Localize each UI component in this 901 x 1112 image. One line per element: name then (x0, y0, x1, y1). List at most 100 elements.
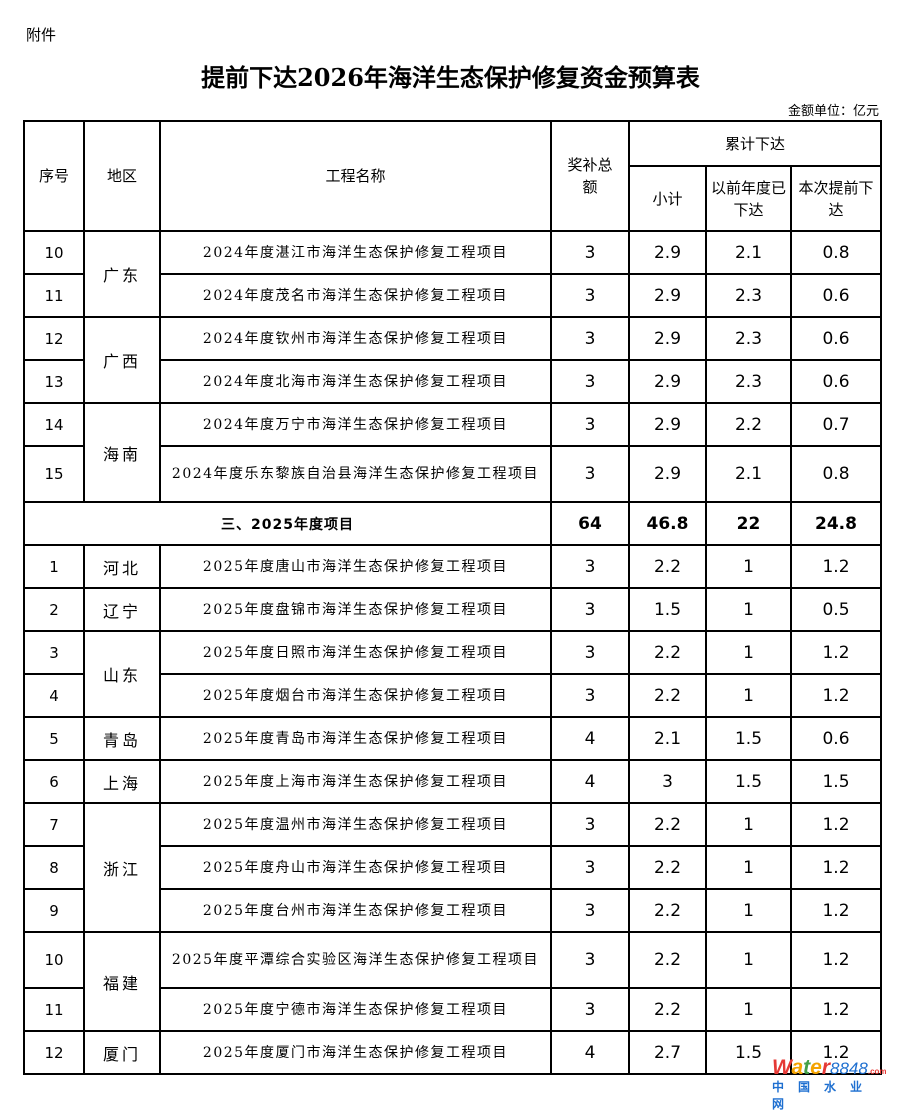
row-previous: 1 (705, 802, 792, 847)
row-current: 1.2 (790, 931, 882, 989)
row-subtotal: 2.2 (628, 888, 707, 933)
row-project-name: 2025年度厦门市海洋生态保护修复工程项目 (159, 1030, 552, 1075)
header-region: 地区 (83, 120, 161, 232)
table-row: 1 河北 2025年度唐山市海洋生态保护修复工程项目 3 2.2 1 1.2 (23, 544, 882, 589)
row-project-name: 2024年度北海市海洋生态保护修复工程项目 (159, 359, 552, 404)
row-total: 3 (550, 316, 630, 361)
row-subtotal: 2.2 (628, 845, 707, 890)
row-previous: 1.5 (705, 1030, 792, 1075)
table-row: 7 浙江 2025年度温州市海洋生态保护修复工程项目 3 2.2 1 1.2 (23, 802, 882, 933)
section-current: 24.8 (790, 501, 882, 546)
row-current: 1.2 (790, 888, 882, 933)
row-previous: 1.5 (705, 759, 792, 804)
row-seq: 8 (23, 845, 85, 890)
row-current: 1.2 (790, 1030, 882, 1075)
row-previous: 2.3 (705, 316, 792, 361)
section-previous: 22 (705, 501, 792, 546)
row-total: 3 (550, 987, 630, 1032)
row-total: 3 (550, 359, 630, 404)
row-project-name: 2025年度宁德市海洋生态保护修复工程项目 (159, 987, 552, 1032)
row-subtotal: 2.2 (628, 673, 707, 718)
table-row: 10 广东 2024年度湛江市海洋生态保护修复工程项目 3 2.9 2.1 0.8 (23, 230, 882, 318)
row-previous: 1 (705, 931, 792, 989)
row-current: 1.2 (790, 544, 882, 589)
row-subtotal: 2.2 (628, 931, 707, 989)
row-subtotal: 2.2 (628, 802, 707, 847)
budget-table: 序号 地区 工程名称 奖补总额 累计下达 小计 以前年度已下达 本次提前下达 1… (23, 120, 882, 1075)
section-total-row: 三、2025年度项目 64 46.8 22 24.8 (23, 501, 882, 546)
row-subtotal: 2.7 (628, 1030, 707, 1075)
unit-label: 金额单位：亿元 (787, 104, 879, 119)
row-total: 3 (550, 230, 630, 275)
section-total: 64 (550, 501, 630, 546)
row-previous: 2.1 (705, 230, 792, 275)
row-project-name: 2025年度平潭综合实验区海洋生态保护修复工程项目 (159, 931, 552, 989)
row-region: 辽宁 (83, 587, 161, 632)
row-seq: 15 (23, 445, 85, 503)
row-previous: 2.3 (705, 359, 792, 404)
row-previous: 1 (705, 673, 792, 718)
row-subtotal: 1.5 (628, 587, 707, 632)
table-row: 14 海南 2024年度万宁市海洋生态保护修复工程项目 3 2.9 2.2 0.7 (23, 402, 882, 503)
row-subtotal: 2.2 (628, 987, 707, 1032)
row-total: 3 (550, 445, 630, 503)
table-row: 6 上海 2025年度上海市海洋生态保护修复工程项目 4 3 1.5 1.5 (23, 759, 882, 804)
row-subtotal: 2.2 (628, 630, 707, 675)
row-current: 1.2 (790, 630, 882, 675)
row-total: 4 (550, 759, 630, 804)
row-seq: 2 (23, 587, 85, 632)
row-previous: 2.3 (705, 273, 792, 318)
row-current: 0.6 (790, 359, 882, 404)
row-subtotal: 2.9 (628, 445, 707, 503)
row-seq: 12 (23, 316, 85, 361)
row-project-name: 2025年度舟山市海洋生态保护修复工程项目 (159, 845, 552, 890)
row-total: 3 (550, 273, 630, 318)
header-project: 工程名称 (159, 120, 552, 232)
row-subtotal: 2.9 (628, 402, 707, 447)
row-total: 3 (550, 888, 630, 933)
attachment-label: 附件 (26, 26, 57, 44)
header-previous: 以前年度已下达 (705, 165, 792, 232)
row-subtotal: 2.1 (628, 716, 707, 761)
table-row: 2 辽宁 2025年度盘锦市海洋生态保护修复工程项目 3 1.5 1 0.5 (23, 587, 882, 632)
table-row: 9 2025年度台州市海洋生态保护修复工程项目 3 2.2 1 1.2 (23, 888, 882, 933)
table-row: 4 2025年度烟台市海洋生态保护修复工程项目 3 2.2 1 1.2 (23, 673, 882, 718)
row-seq: 11 (23, 273, 85, 318)
row-total: 3 (550, 587, 630, 632)
row-project-name: 2025年度青岛市海洋生态保护修复工程项目 (159, 716, 552, 761)
row-region: 厦门 (83, 1030, 161, 1075)
row-previous: 2.1 (705, 445, 792, 503)
row-current: 0.7 (790, 402, 882, 447)
row-current: 0.6 (790, 316, 882, 361)
row-seq: 4 (23, 673, 85, 718)
table-row: 5 青岛 2025年度青岛市海洋生态保护修复工程项目 4 2.1 1.5 0.6 (23, 716, 882, 761)
table-row: 15 2024年度乐东黎族自治县海洋生态保护修复工程项目 3 2.9 2.1 0.8 (23, 445, 882, 503)
table-row: 10 福建 2025年度平潭综合实验区海洋生态保护修复工程项目 3 2.2 1 1.2 (23, 931, 882, 1032)
row-project-name: 2025年度唐山市海洋生态保护修复工程项目 (159, 544, 552, 589)
row-region: 河北 (83, 544, 161, 589)
table-row: 8 2025年度舟山市海洋生态保护修复工程项目 3 2.2 1 1.2 (23, 845, 882, 890)
row-total: 3 (550, 931, 630, 989)
header-cumulative: 累计下达 (628, 120, 882, 167)
section-title: 三、2025年度项目 (23, 501, 552, 546)
row-project-name: 2025年度盘锦市海洋生态保护修复工程项目 (159, 587, 552, 632)
page-title: 提前下达2026年海洋生态保护修复资金预算表 (201, 63, 700, 92)
row-subtotal: 2.9 (628, 359, 707, 404)
row-region: 青岛 (83, 716, 161, 761)
row-project-name: 2024年度乐东黎族自治县海洋生态保护修复工程项目 (159, 445, 552, 503)
row-region: 上海 (83, 759, 161, 804)
row-current: 0.6 (790, 273, 882, 318)
table-row: 11 2025年度宁德市海洋生态保护修复工程项目 3 2.2 1 1.2 (23, 987, 882, 1032)
row-previous: 1 (705, 630, 792, 675)
row-project-name: 2024年度钦州市海洋生态保护修复工程项目 (159, 316, 552, 361)
row-subtotal: 2.9 (628, 273, 707, 318)
row-seq: 9 (23, 888, 85, 933)
row-current: 1.2 (790, 673, 882, 718)
row-seq: 1 (23, 544, 85, 589)
row-seq: 10 (23, 931, 85, 989)
row-previous: 2.2 (705, 402, 792, 447)
row-current: 1.5 (790, 759, 882, 804)
section-subtotal: 46.8 (628, 501, 707, 546)
row-seq: 10 (23, 230, 85, 275)
table-row: 3 山东 2025年度日照市海洋生态保护修复工程项目 3 2.2 1 1.2 (23, 630, 882, 718)
